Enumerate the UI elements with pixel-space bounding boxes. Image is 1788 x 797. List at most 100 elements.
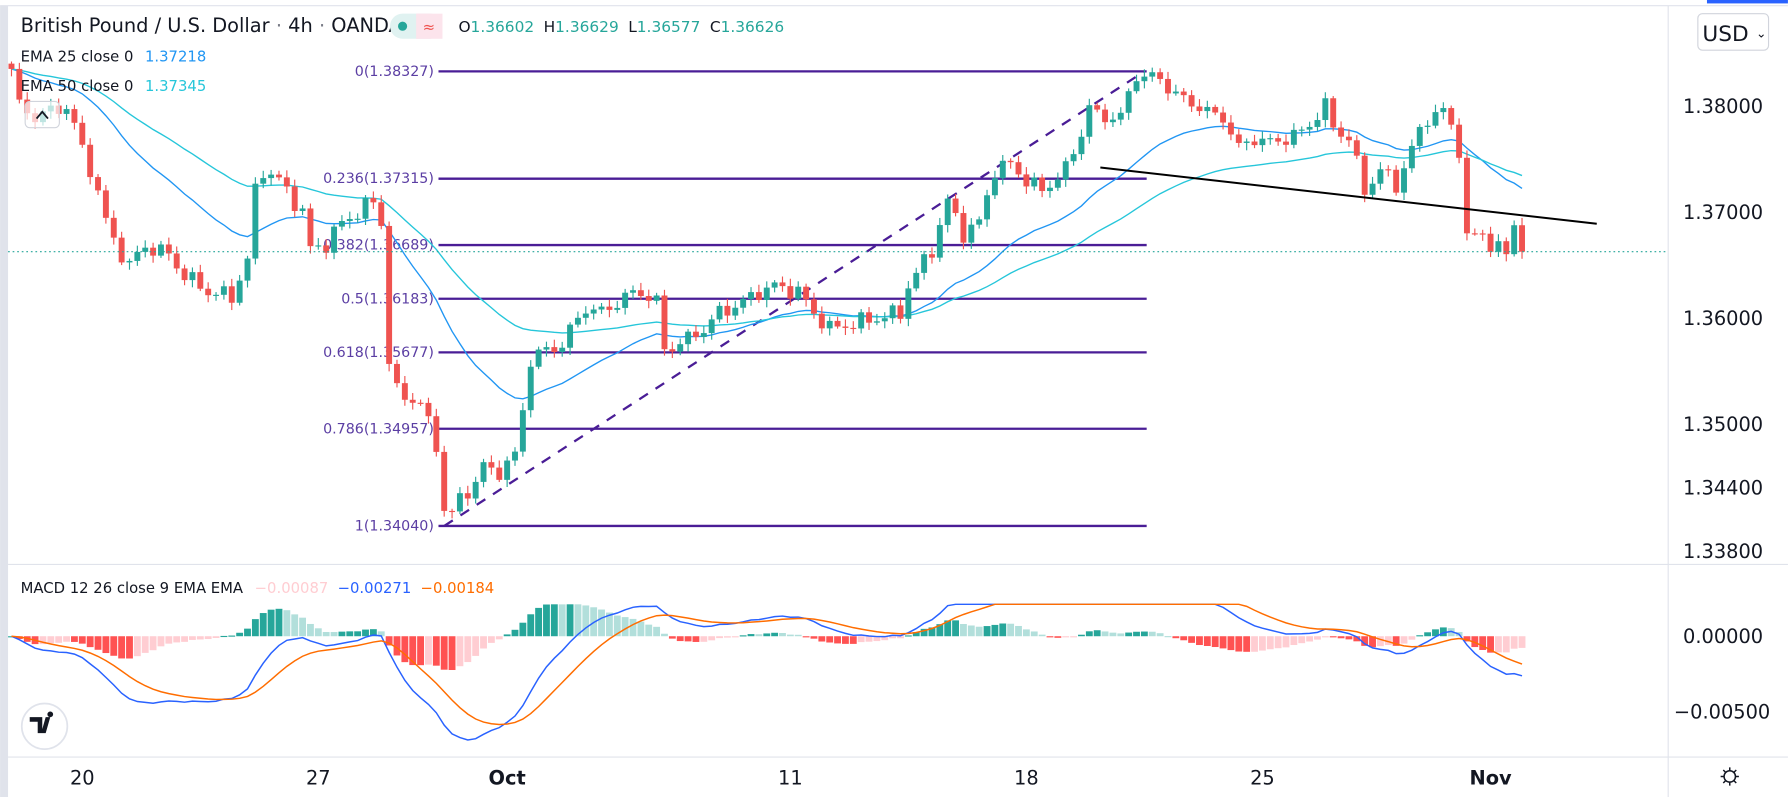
macd-histogram-bar bbox=[472, 636, 480, 656]
candle-body bbox=[63, 109, 70, 114]
candle-body bbox=[1267, 138, 1274, 140]
candle-body bbox=[637, 290, 644, 297]
fib-level-label: 0(1.38327) bbox=[355, 64, 434, 80]
candle-body bbox=[685, 331, 692, 345]
candle-body bbox=[1133, 81, 1140, 92]
collapse-legend-button[interactable] bbox=[24, 100, 60, 129]
candle bbox=[1298, 126, 1305, 137]
macd-histogram-bar bbox=[1180, 636, 1188, 641]
macd-histogram-bar bbox=[558, 604, 566, 637]
candle bbox=[1188, 90, 1195, 112]
macd-histogram-bar bbox=[1416, 635, 1424, 637]
macd-histogram-bar bbox=[1487, 636, 1494, 653]
candle-body bbox=[1338, 127, 1345, 137]
macd-histogram-bar bbox=[1172, 636, 1180, 639]
candle bbox=[126, 258, 133, 270]
macd-histogram-bar bbox=[1282, 636, 1290, 648]
macd-histogram-bar bbox=[794, 634, 802, 637]
candle bbox=[716, 301, 723, 323]
market-status-pill[interactable]: ≈ bbox=[390, 13, 443, 39]
candle bbox=[810, 292, 817, 319]
candle-body bbox=[1393, 169, 1400, 193]
trendline-segment[interactable] bbox=[1100, 166, 1597, 225]
candle bbox=[905, 281, 912, 327]
candle-body bbox=[700, 333, 707, 338]
trendline[interactable] bbox=[1100, 166, 1597, 225]
macd-histogram-bar bbox=[1345, 636, 1353, 640]
candle-body bbox=[1408, 145, 1415, 169]
macd-axis[interactable]: 0.00000 −0.00500 bbox=[1674, 625, 1770, 723]
macd-histogram-bar bbox=[94, 636, 102, 650]
macd-histogram-bar bbox=[110, 636, 118, 656]
tradingview-logo[interactable] bbox=[20, 702, 69, 750]
currency-button[interactable]: USD ⌄ bbox=[1697, 13, 1770, 51]
top-tab-indicator[interactable] bbox=[1706, 0, 1788, 4]
macd-histogram-bar bbox=[55, 636, 63, 643]
candle-body bbox=[1007, 160, 1014, 163]
candle bbox=[677, 338, 684, 356]
candle-body bbox=[118, 237, 125, 263]
macd-histogram-bar bbox=[47, 636, 55, 644]
candle-body bbox=[763, 287, 770, 301]
ema50-legend[interactable]: EMA 50 close 0 1.37345 bbox=[21, 78, 207, 95]
candle-body bbox=[873, 321, 880, 323]
candle-body bbox=[102, 190, 109, 218]
macd-histogram-bar bbox=[283, 610, 291, 637]
macd-histogram-bar bbox=[1093, 630, 1101, 637]
candle bbox=[1306, 121, 1313, 136]
price-pane[interactable]: 0(1.38327) 0.236(1.37315) 0.382(1.36689) 0.… bbox=[8, 61, 1669, 535]
candle bbox=[866, 307, 872, 330]
candle bbox=[653, 292, 660, 305]
macd-legend[interactable]: MACD 12 26 close 9 EMA EMA −0.00087 −0.0… bbox=[21, 580, 495, 597]
candle-body bbox=[181, 268, 188, 281]
candle bbox=[1290, 123, 1297, 149]
candle bbox=[936, 217, 943, 262]
candle bbox=[1251, 134, 1258, 149]
fibonacci-retracement[interactable]: 0(1.38327) 0.236(1.37315) 0.382(1.36689) 0.… bbox=[323, 64, 1147, 535]
candle bbox=[574, 311, 581, 328]
macd-histogram-bar bbox=[1314, 636, 1321, 640]
macd-histogram-bar bbox=[189, 636, 196, 640]
macd-pane[interactable] bbox=[8, 603, 1526, 741]
fib-trend-dashed-line[interactable] bbox=[443, 70, 1146, 527]
macd-histogram-bar bbox=[928, 627, 936, 637]
candle bbox=[669, 341, 676, 359]
candle bbox=[685, 328, 692, 352]
candle-body bbox=[1330, 98, 1337, 128]
candle bbox=[480, 458, 487, 488]
macd-histogram-bar bbox=[181, 636, 188, 642]
candle-body bbox=[1235, 134, 1242, 143]
macd-histogram-bar bbox=[1463, 636, 1471, 642]
macd-histogram-bar bbox=[1117, 633, 1125, 637]
macd-histogram-bar bbox=[637, 621, 645, 637]
macd-histogram-bar bbox=[1274, 636, 1282, 649]
candle bbox=[795, 281, 802, 302]
candle-body bbox=[630, 290, 636, 293]
candle-body bbox=[378, 202, 385, 226]
fib-level-label: 1(1.34040) bbox=[355, 519, 434, 535]
candle-body bbox=[346, 219, 353, 222]
candle-body bbox=[653, 295, 660, 301]
time-axis[interactable]: 20 27 Oct 11 18 25 Nov bbox=[70, 766, 1512, 789]
macd-histogram-bar bbox=[684, 636, 692, 642]
price-axis[interactable]: 1.38000 1.37000 1.36000 1.35000 1.34400 1.338… bbox=[1683, 95, 1763, 563]
candle-body bbox=[16, 68, 23, 100]
ema25-legend[interactable]: EMA 25 close 0 1.37218 bbox=[21, 49, 207, 66]
candle bbox=[102, 184, 109, 224]
candle-body bbox=[692, 331, 699, 338]
settings-gear-icon[interactable] bbox=[1720, 767, 1739, 786]
candle bbox=[858, 309, 865, 334]
candle bbox=[488, 455, 495, 475]
candle bbox=[472, 476, 479, 504]
candle-body bbox=[1054, 179, 1061, 188]
macd-histogram-bar bbox=[275, 608, 283, 637]
candle bbox=[1283, 134, 1289, 153]
candle bbox=[889, 303, 896, 324]
candle-body bbox=[1290, 129, 1297, 145]
fib-level-label: 0.786(1.34957) bbox=[323, 421, 434, 437]
candle bbox=[1157, 68, 1164, 85]
candle-body bbox=[354, 218, 361, 220]
candle bbox=[496, 460, 503, 483]
